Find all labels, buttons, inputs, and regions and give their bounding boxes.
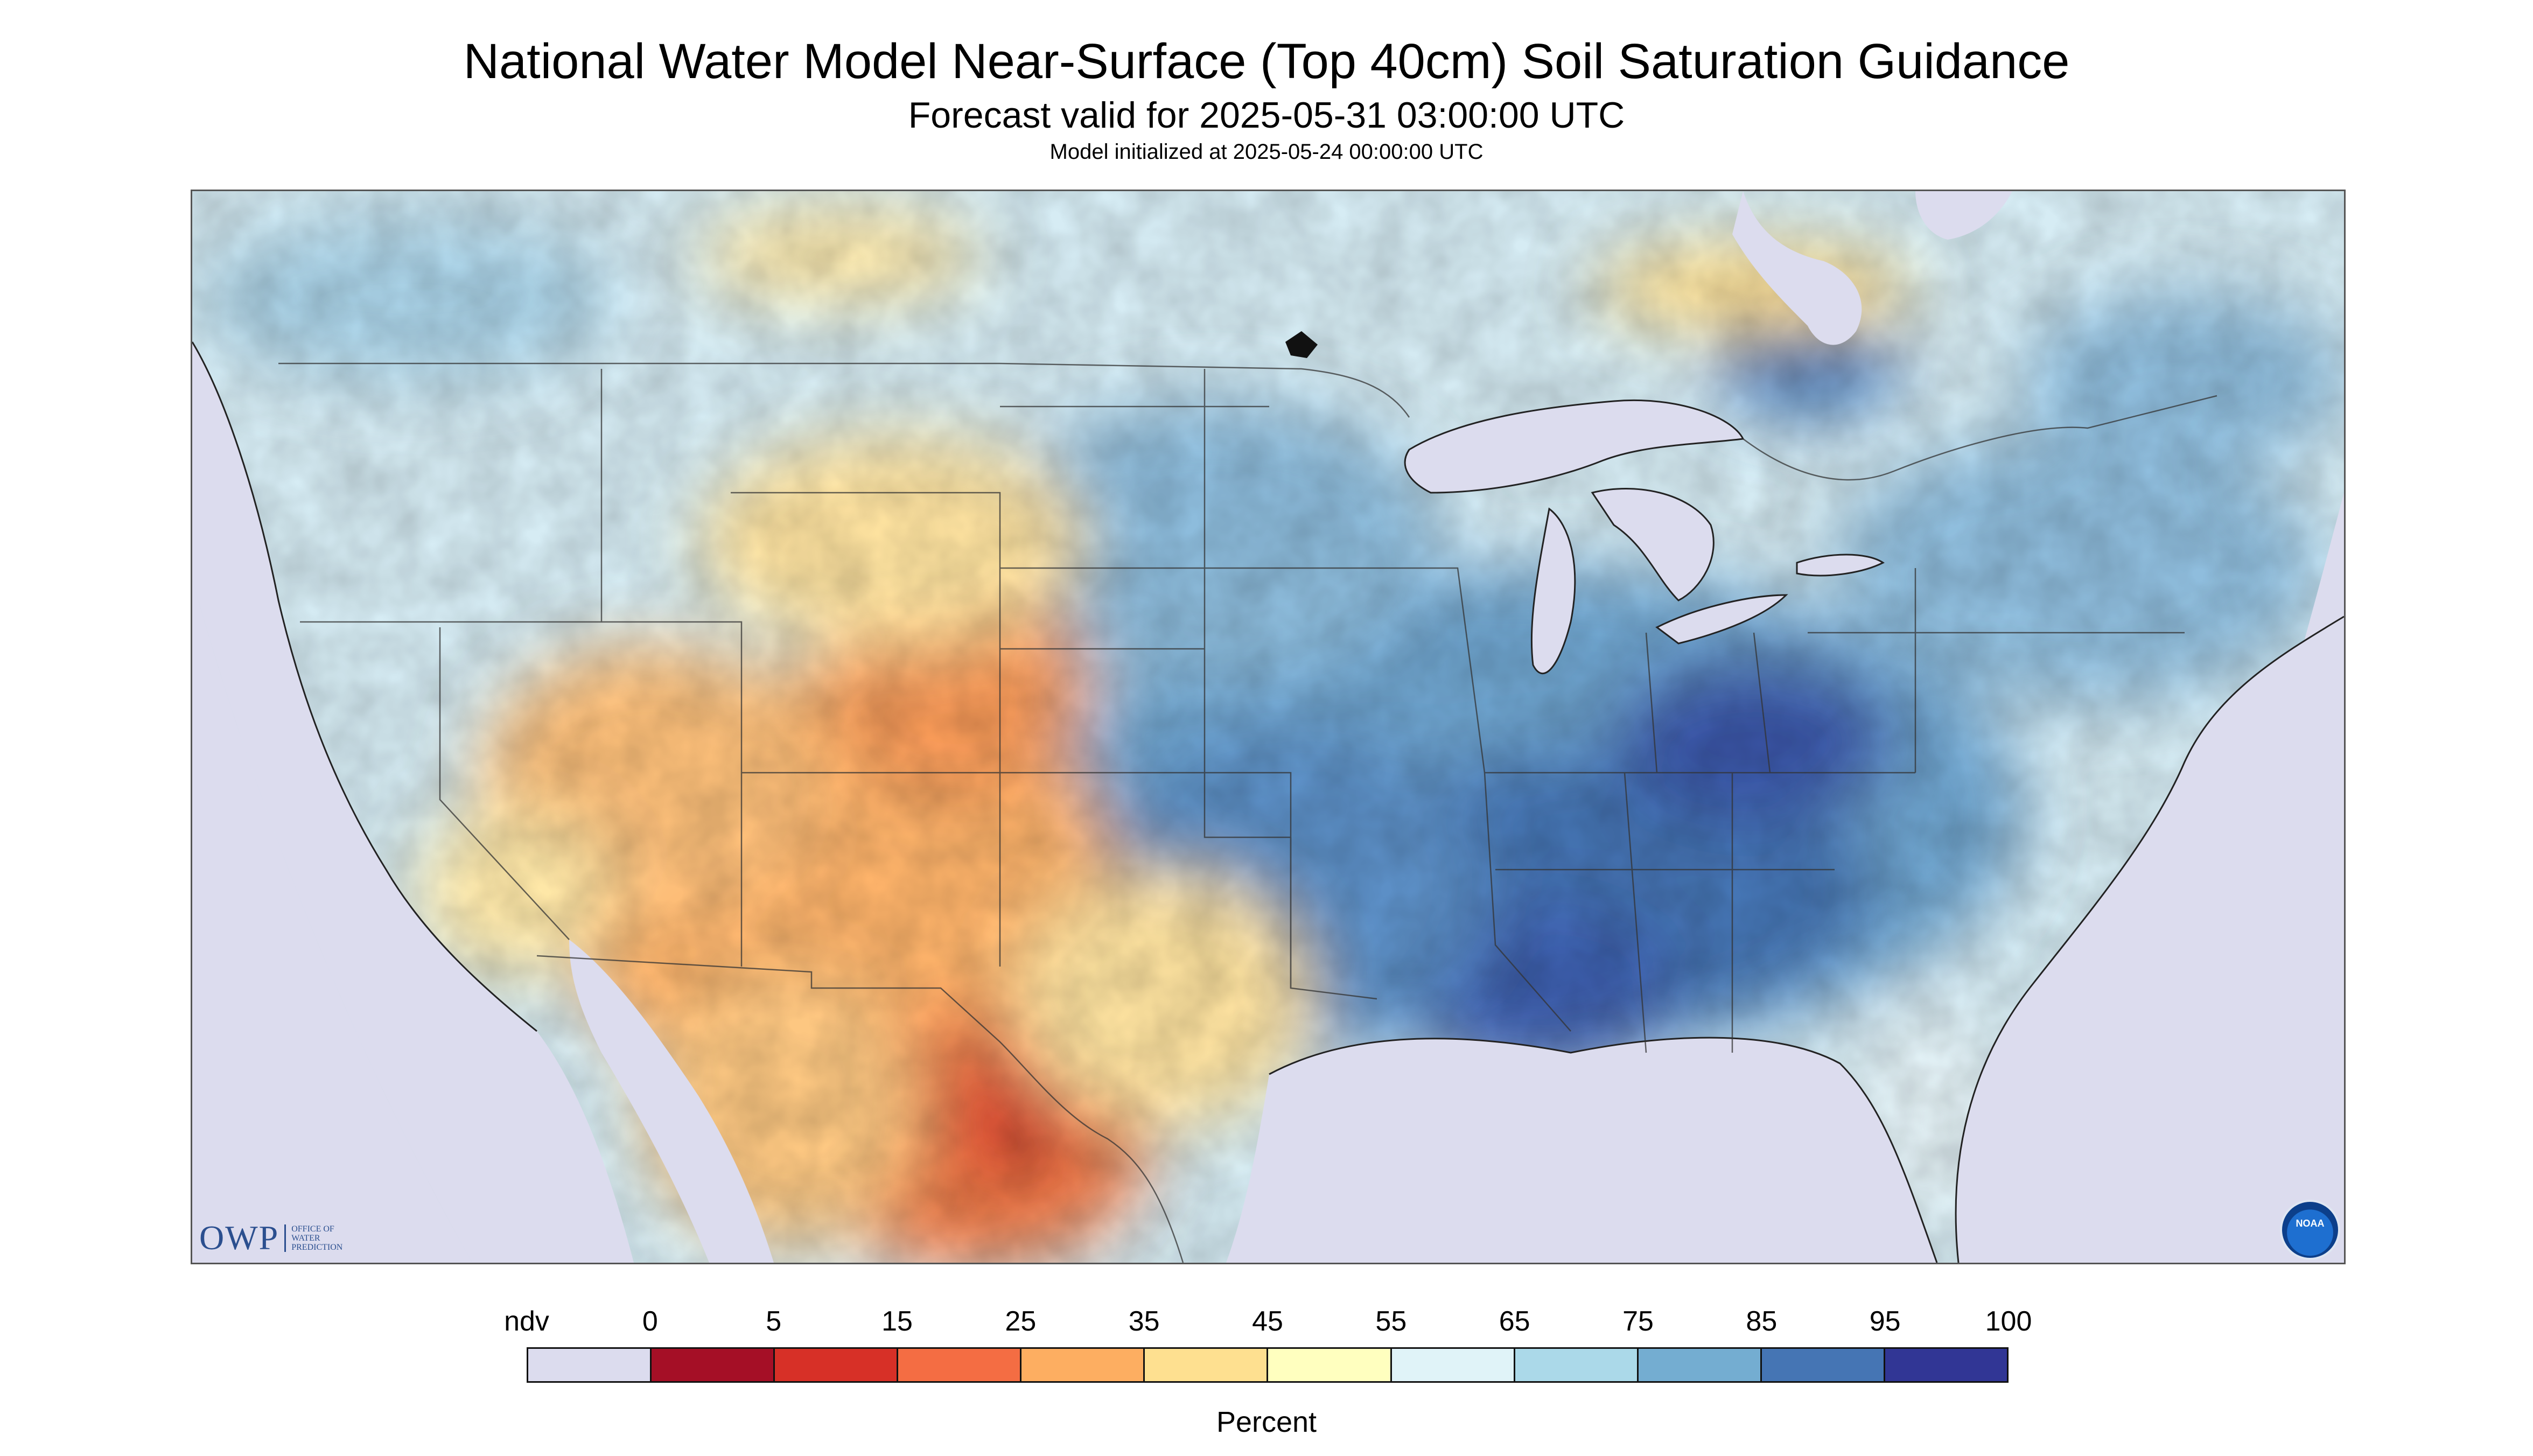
ndv-region-west [192, 579, 472, 1263]
state-line-5 [731, 492, 1001, 773]
legend-label: 5 [766, 1306, 782, 1337]
lake-michigan [1530, 507, 1576, 675]
gulf-coastline [1269, 1037, 1938, 1263]
legend-label: 85 [1746, 1306, 1778, 1337]
legend-swatch-10 [1761, 1349, 1885, 1381]
lake-erie [1655, 594, 1788, 645]
state-line-2 [439, 627, 570, 940]
state-line-3 [601, 621, 743, 967]
owp-sub-line-2: WATER [291, 1233, 320, 1243]
lake-superior [1404, 399, 1745, 494]
map-title: National Water Model Near-Surface (Top 4… [463, 34, 2070, 89]
us-mexico-border [536, 955, 1184, 1263]
gulf-of-california [569, 940, 774, 1263]
lake-of-the-woods [1285, 331, 1318, 358]
legend-swatch-11 [1885, 1349, 2007, 1381]
legend-swatch-0 [528, 1349, 652, 1381]
james-bay [1732, 191, 1862, 345]
legend-label: 35 [1128, 1306, 1160, 1337]
pacific-ocean [192, 342, 634, 1263]
legend-swatch-9 [1638, 1349, 1762, 1381]
pacific-coastline [192, 341, 537, 1032]
hudson-bay [1915, 191, 2012, 240]
legend-label: 65 [1499, 1306, 1530, 1337]
legend-label: 45 [1252, 1306, 1283, 1337]
owp-sub-line-1: OFFICE OF [291, 1224, 334, 1234]
model-initialized-time: Model initialized at 2025-05-24 00:00:00… [1049, 140, 1484, 164]
legend-swatch-3 [898, 1349, 1022, 1381]
legend-swatch-6 [1268, 1349, 1392, 1381]
state-line-10 [1645, 568, 2185, 773]
legend-label: 75 [1622, 1306, 1654, 1337]
noaa-logo: NOAA [2282, 1202, 2338, 1258]
lake-huron [1591, 488, 1715, 601]
legend-label: 15 [881, 1306, 913, 1337]
legend-label: 95 [1869, 1306, 1901, 1337]
state-line-9 [1485, 772, 1915, 1053]
legend-label: 55 [1375, 1306, 1407, 1337]
noaa-logo-text: NOAA [2296, 1218, 2325, 1229]
legend-swatch-8 [1515, 1349, 1639, 1381]
legend-label: 100 [1985, 1306, 2032, 1337]
lake-ontario [1796, 554, 1885, 577]
legend-swatch-1 [652, 1349, 775, 1381]
legend-label: 0 [642, 1306, 658, 1337]
gulf-of-mexico [1226, 1038, 1937, 1263]
atlantic-coastline [1955, 615, 2344, 1263]
legend-swatch-2 [775, 1349, 899, 1381]
forecast-valid-time: Forecast valid for 2025-05-31 03:00:00 U… [908, 95, 1625, 136]
legend-swatch-7 [1391, 1349, 1515, 1381]
legend-label: 25 [1005, 1306, 1037, 1337]
map-canvas [192, 191, 2344, 1263]
soil-saturation-map [191, 190, 2346, 1264]
state-line-7 [1203, 369, 1291, 838]
owp-logo-letters: OWP [199, 1219, 279, 1257]
legend-label: ndv [504, 1306, 549, 1337]
legend-colorbar [527, 1347, 2009, 1383]
boundary-lines [278, 362, 2217, 1263]
state-line-6 [1000, 405, 1292, 988]
atlantic-ocean [1956, 617, 2344, 1263]
legend-swatch-5 [1145, 1349, 1269, 1381]
us-canada-border-east [1743, 395, 2217, 481]
state-line-11 [1290, 837, 1377, 1000]
legend-title: Percent [1216, 1406, 1317, 1438]
owp-sub-line-3: PREDICTION [291, 1242, 343, 1252]
owp-logo-subtitle: OFFICE OF WATER PREDICTION [284, 1224, 342, 1252]
owp-logo: OWP OFFICE OF WATER PREDICTION [199, 1219, 342, 1257]
legend-labels: ndv 0 5 15 25 35 45 55 65 75 85 95 100 [0, 1307, 2533, 1340]
us-canada-border [278, 362, 1410, 418]
legend-swatch-4 [1021, 1349, 1145, 1381]
